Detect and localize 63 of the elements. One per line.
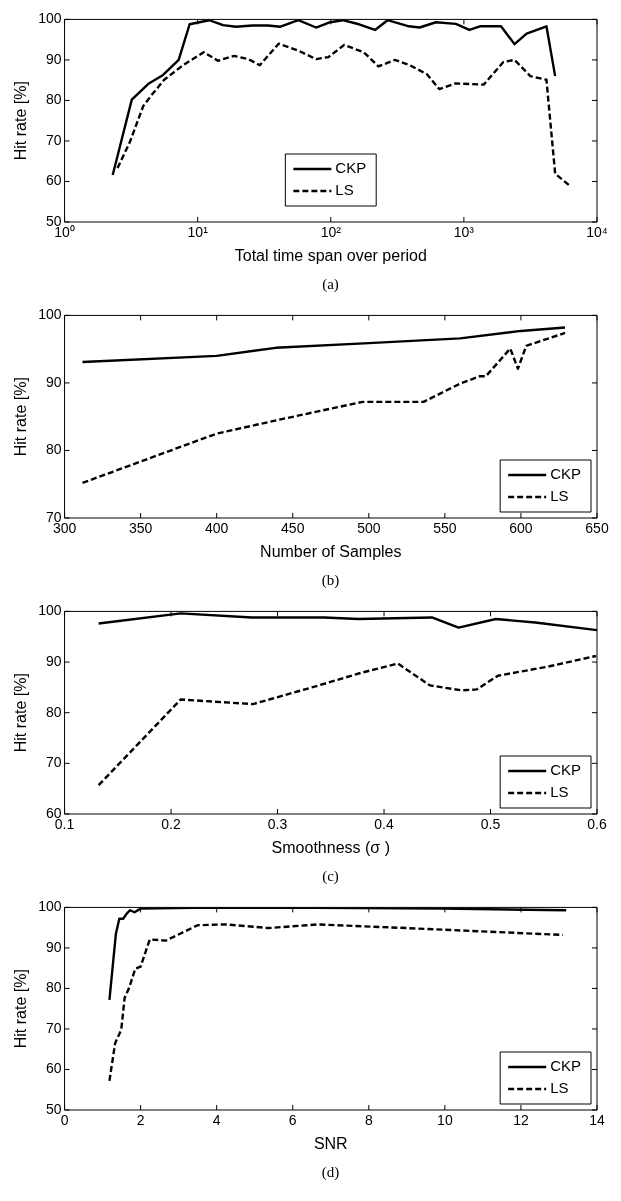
x-tick-label: 14 (589, 1112, 605, 1129)
x-tick-label: 650 (585, 520, 609, 537)
y-axis-title: Hit rate [%] (12, 81, 30, 161)
x-tick-label: 10² (320, 224, 342, 241)
y-tick-label: 80 (45, 979, 62, 996)
x-tick-label: 6 (288, 1112, 297, 1129)
x-tick-label: 8 (364, 1112, 373, 1129)
legend-label: CKP (550, 465, 581, 483)
y-tick-label: 50 (45, 1100, 62, 1117)
y-tick-label: 70 (45, 131, 62, 148)
x-tick-label: 0.6 (587, 816, 607, 833)
x-axis-title: SNR (313, 1134, 348, 1152)
y-tick-label: 90 (45, 373, 62, 390)
x-tick-label: 10⁴ (586, 224, 608, 241)
y-tick-label: 90 (45, 50, 62, 67)
x-tick-label: 350 (128, 520, 153, 537)
legend-label: CKP (550, 1057, 581, 1075)
y-tick-label: 100 (38, 10, 62, 27)
x-tick-label: 2 (136, 1112, 145, 1129)
y-tick-label: 70 (45, 754, 62, 771)
x-axis-title: Smoothness (σ ) (271, 838, 390, 856)
x-tick-label: 0.5 (480, 816, 501, 833)
x-tick-label: 500 (357, 520, 381, 537)
text: (b) (320, 571, 341, 590)
x-tick-label: 450 (281, 520, 305, 537)
y-tick-label: 90 (45, 938, 62, 955)
x-axis-title: Number of Samples (260, 542, 402, 560)
legend-label: LS (550, 1079, 569, 1097)
x-tick-label: 0.4 (374, 816, 394, 833)
x-axis-title: Total time span over period (234, 246, 427, 264)
x-tick-label: 550 (433, 520, 457, 537)
legend-label: CKP (335, 159, 367, 177)
text: (a) (321, 275, 340, 294)
x-tick-label: 600 (509, 520, 533, 537)
x-tick-label: 400 (205, 520, 229, 537)
x-tick-label: 10⁰ (54, 224, 75, 241)
x-tick-label: 10¹ (187, 224, 209, 241)
y-tick-label: 60 (45, 172, 62, 189)
y-tick-label: 70 (45, 1019, 62, 1036)
x-tick-label: 12 (513, 1112, 529, 1129)
text: (d) (320, 1163, 341, 1182)
y-tick-label: 100 (38, 602, 62, 619)
y-tick-label: 100 (38, 306, 62, 323)
y-axis-title: Hit rate [%] (12, 969, 30, 1049)
x-tick-label: 0.3 (267, 816, 288, 833)
x-tick-label: 4 (212, 1112, 221, 1129)
legend-label: CKP (550, 761, 581, 779)
y-tick-label: 60 (45, 1060, 62, 1077)
x-tick-label: 10³ (453, 224, 475, 241)
y-tick-label: 80 (45, 441, 62, 458)
x-tick-label: 0.2 (161, 816, 181, 833)
x-tick-label: 10 (437, 1112, 453, 1129)
y-tick-label: 80 (45, 91, 62, 108)
legend-label: LS (550, 487, 569, 505)
y-tick-label: 100 (38, 898, 62, 915)
legend-label: LS (550, 783, 569, 801)
y-axis-title: Hit rate [%] (12, 673, 30, 753)
y-axis-title: Hit rate [%] (12, 377, 30, 457)
y-tick-label: 90 (45, 652, 62, 669)
text: (c) (321, 867, 340, 886)
x-tick-label: 0 (60, 1112, 69, 1129)
y-tick-label: 80 (45, 703, 62, 720)
legend-label: LS (335, 181, 354, 199)
